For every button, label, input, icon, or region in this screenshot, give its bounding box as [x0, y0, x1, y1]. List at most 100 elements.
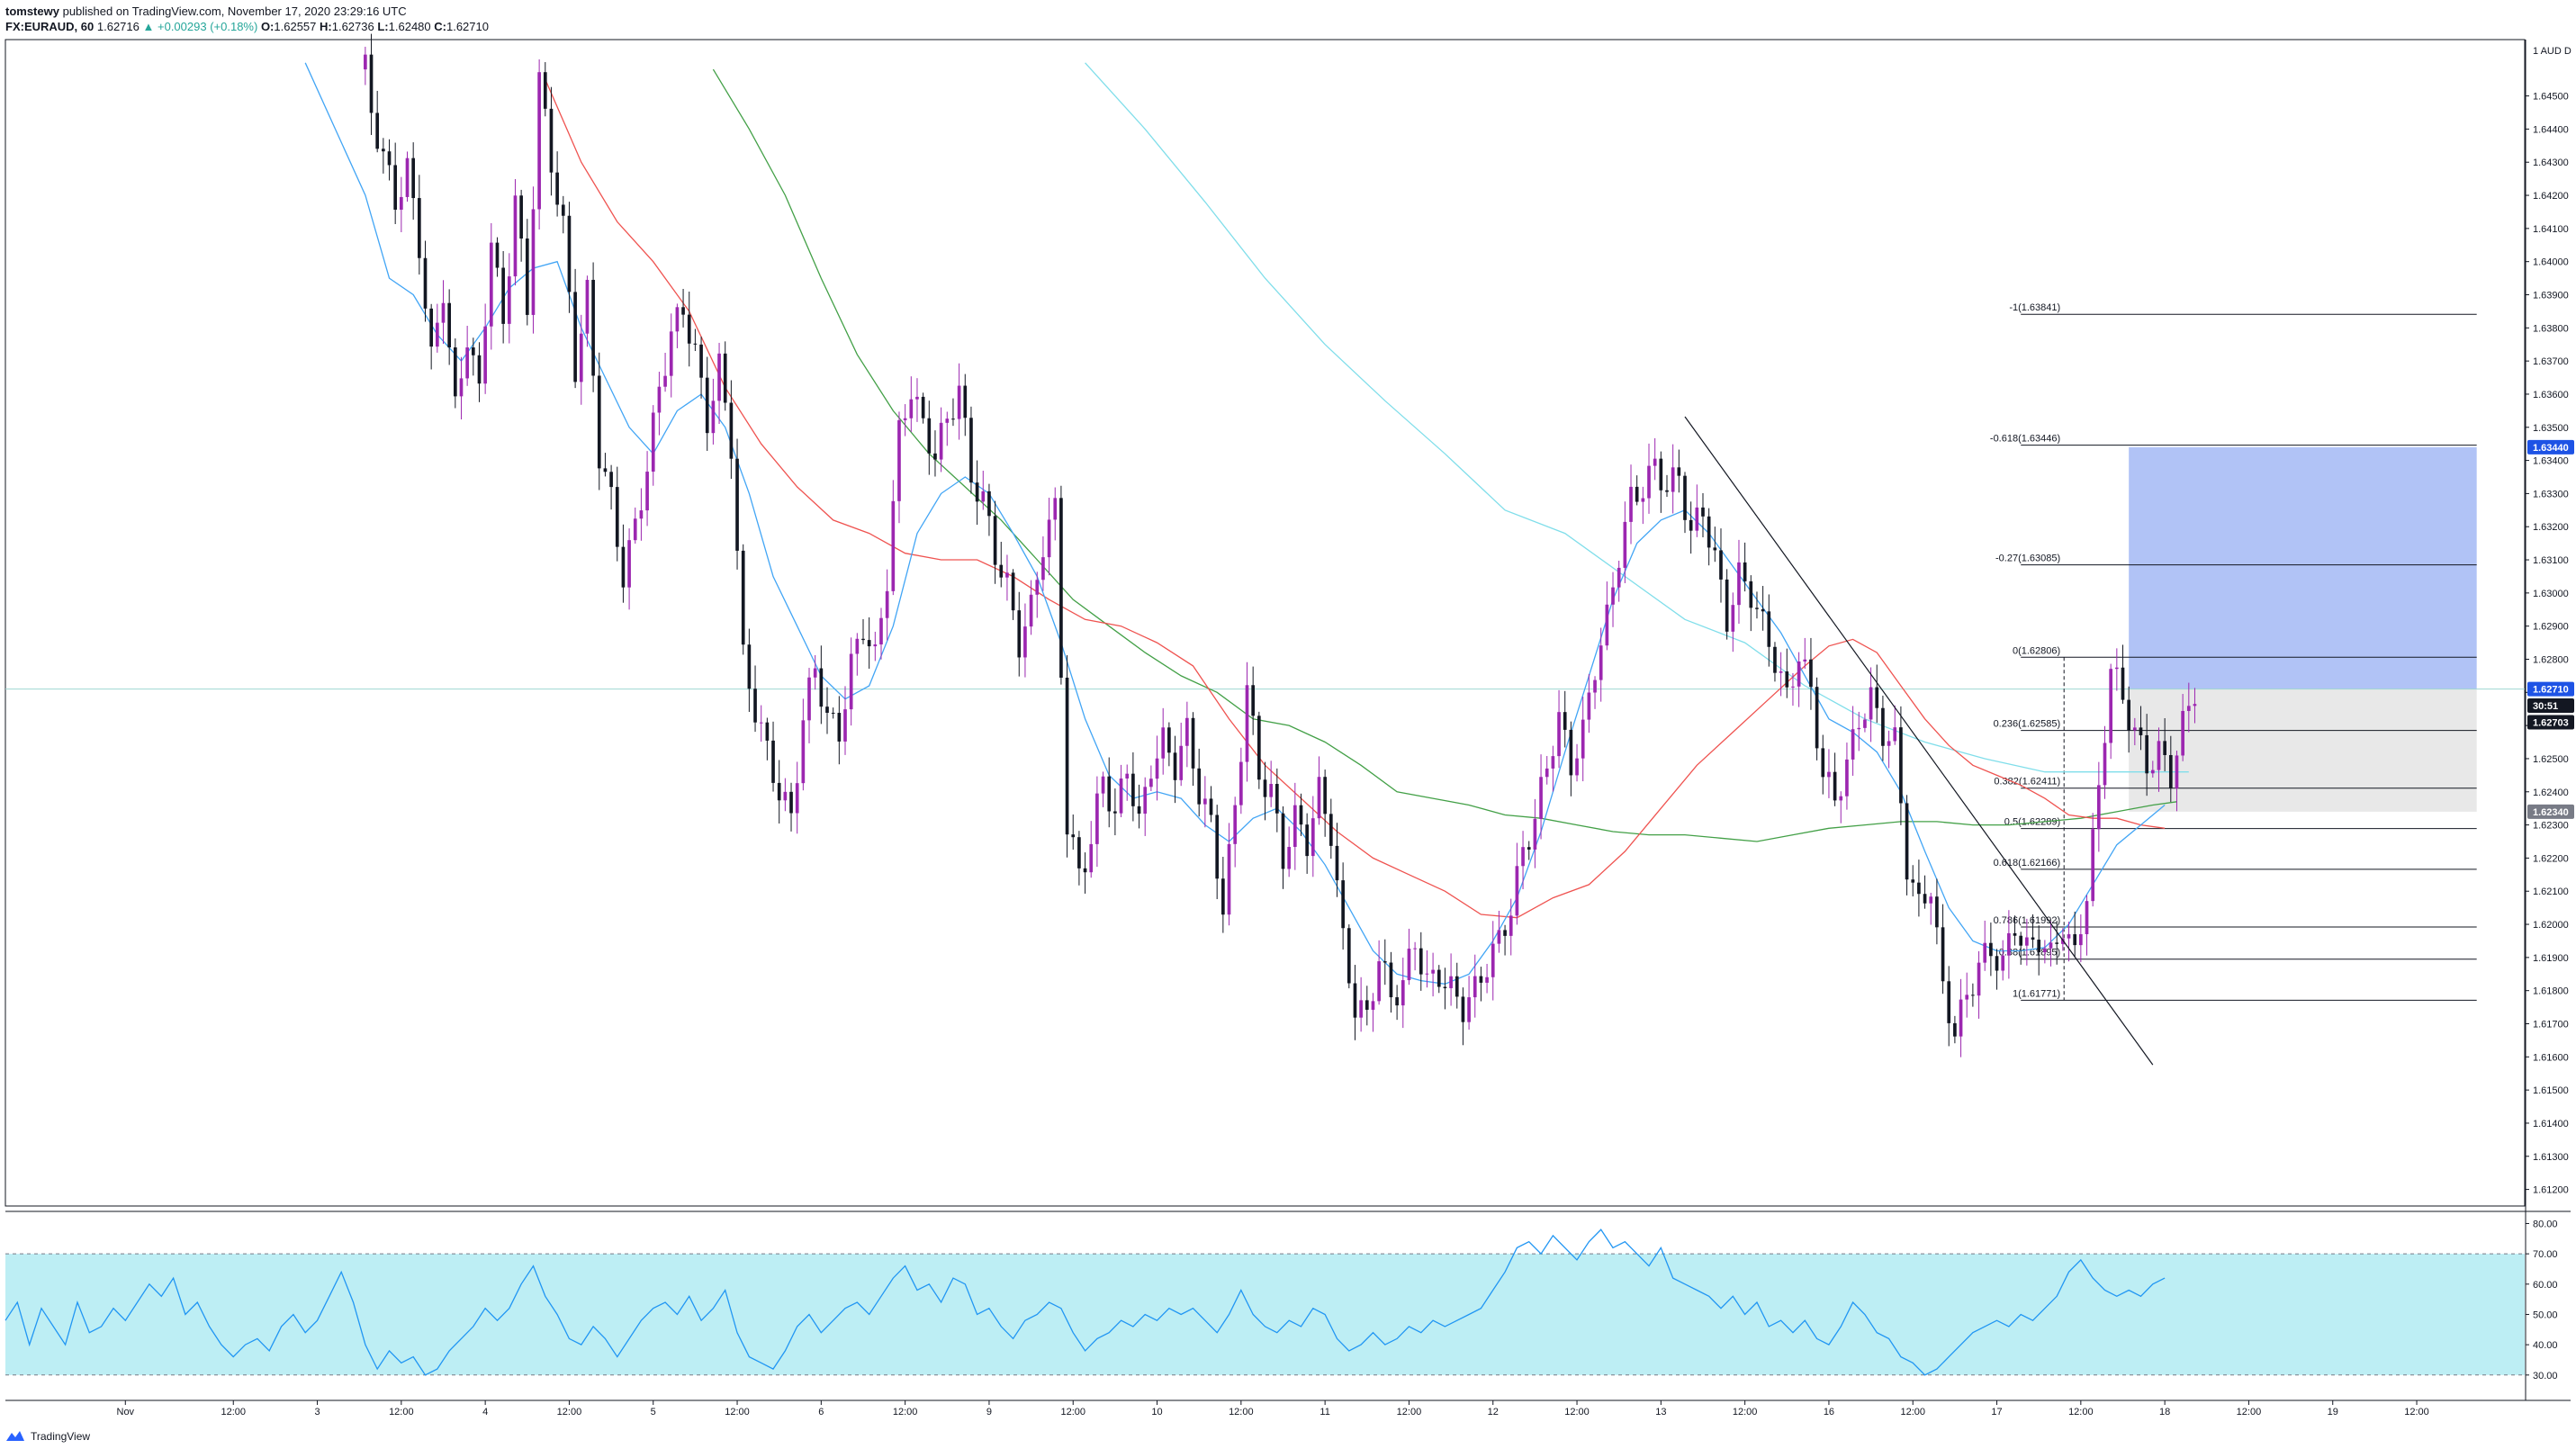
- candle-body: [825, 706, 829, 713]
- candle-body: [1839, 796, 1843, 801]
- candle-body: [1353, 983, 1357, 1018]
- candle-body: [1203, 798, 1207, 805]
- candle-body: [1869, 687, 1873, 720]
- close-label: C:: [434, 20, 446, 33]
- price-tick-label: 1.63900: [2533, 291, 2569, 302]
- candle-body: [1413, 948, 1417, 950]
- time-tick-label: 12:00: [725, 1407, 750, 1418]
- price-tick-label: 1.64100: [2533, 224, 2569, 235]
- candle-body: [1401, 980, 1405, 1006]
- candle-body: [741, 550, 745, 645]
- moving-average-long-line: [1085, 62, 2189, 773]
- price-tag: [2527, 681, 2574, 697]
- candle-body: [1857, 727, 1861, 730]
- candle-body: [2091, 829, 2095, 902]
- candle-body: [1329, 814, 1333, 846]
- candle-body: [639, 510, 644, 519]
- candle-body: [411, 158, 416, 199]
- rsi-tick-label: 30.00: [2533, 1371, 2558, 1382]
- price-tick-label: 1.63000: [2533, 589, 2569, 599]
- candle-body: [501, 267, 505, 324]
- candle-body: [735, 458, 739, 551]
- candle-body: [1143, 787, 1148, 814]
- price-tick-label: 1.64500: [2533, 92, 2569, 103]
- fib-level-label: 0.618(1.62166): [1994, 858, 2061, 868]
- candle-body: [1701, 507, 1705, 517]
- candle-body: [1713, 547, 1717, 551]
- candle-body: [1965, 994, 1969, 1000]
- candle-body: [1179, 745, 1184, 780]
- candle-body: [1077, 837, 1081, 868]
- candle-body: [1743, 562, 1747, 581]
- candle-body: [1659, 458, 1663, 490]
- price-tick-label: 1.61200: [2533, 1185, 2569, 1196]
- candle-body: [1809, 659, 1813, 688]
- candle-body: [1971, 994, 1975, 996]
- candle-body: [633, 518, 637, 541]
- candle-body: [1581, 719, 1585, 759]
- candle-body: [1689, 519, 1693, 531]
- candle-body: [1083, 868, 1087, 873]
- candle-body: [627, 540, 631, 588]
- candle-body: [2073, 934, 2077, 946]
- time-tick-label: 12:00: [2068, 1407, 2094, 1418]
- rsi-line: [5, 1228, 2166, 1376]
- currency-label: 1 AUD D: [2533, 46, 2571, 57]
- author-name[interactable]: tomstewy: [5, 4, 59, 18]
- candle-body: [1035, 580, 1040, 595]
- candle-body: [1935, 896, 1939, 928]
- candle-body: [1641, 498, 1645, 502]
- symbol-label[interactable]: FX:EURAUD, 60: [5, 20, 95, 33]
- candle-body: [1893, 727, 1897, 742]
- candle-body: [1017, 610, 1022, 658]
- candle-body: [1749, 580, 1753, 608]
- candle-body: [879, 617, 883, 645]
- candle-body: [507, 276, 511, 324]
- candle-body: [1821, 748, 1825, 778]
- candle-body: [1989, 942, 1993, 957]
- candle-body: [435, 322, 439, 347]
- candle-body: [459, 378, 464, 397]
- candle-body: [1449, 976, 1453, 989]
- candle-body: [1071, 834, 1076, 838]
- candle-body: [1365, 1000, 1369, 1010]
- candle-body: [1959, 999, 1963, 1037]
- rsi-band: [5, 1254, 2525, 1375]
- candle-body: [897, 419, 901, 501]
- candle-body: [1545, 768, 1549, 778]
- candle-body: [1635, 486, 1639, 502]
- candle-body: [1467, 997, 1471, 1022]
- price-tick-label: 1.64200: [2533, 191, 2569, 202]
- price-tick-label: 1.63300: [2533, 489, 2569, 500]
- candle-body: [591, 279, 595, 376]
- candle-body: [1851, 729, 1855, 760]
- candle-body: [1911, 879, 1915, 883]
- brand-label[interactable]: TradingView: [31, 1430, 91, 1443]
- candle-body: [1983, 942, 1987, 963]
- candle-body: [2186, 706, 2191, 711]
- candle-body: [1257, 716, 1261, 780]
- tradingview-logo-icon: [6, 1431, 24, 1441]
- candle-body: [1029, 594, 1033, 627]
- candle-body: [1089, 843, 1094, 873]
- candle-body: [687, 314, 691, 344]
- candle-body: [855, 638, 860, 654]
- candle-body: [441, 302, 446, 323]
- price-tick-label: 1.63400: [2533, 456, 2569, 467]
- candle-body: [519, 195, 523, 239]
- price-tag: [2527, 698, 2574, 714]
- candle-body: [939, 422, 943, 460]
- candle-body: [2121, 667, 2125, 700]
- publish-info: published on TradingView.com, November 1…: [62, 4, 407, 18]
- low-label: L:: [377, 20, 389, 33]
- time-tick-label: 16: [1824, 1407, 1834, 1418]
- candle-body: [1251, 685, 1256, 716]
- time-tick-label: Nov: [117, 1407, 135, 1418]
- candle-body: [867, 640, 871, 647]
- time-tick-label: 5: [651, 1407, 656, 1418]
- candle-body: [1617, 567, 1621, 588]
- price-tick-label: 1.64300: [2533, 158, 2569, 168]
- fib-level-label: 0.382(1.62411): [1994, 777, 2060, 788]
- candle-body: [813, 668, 817, 678]
